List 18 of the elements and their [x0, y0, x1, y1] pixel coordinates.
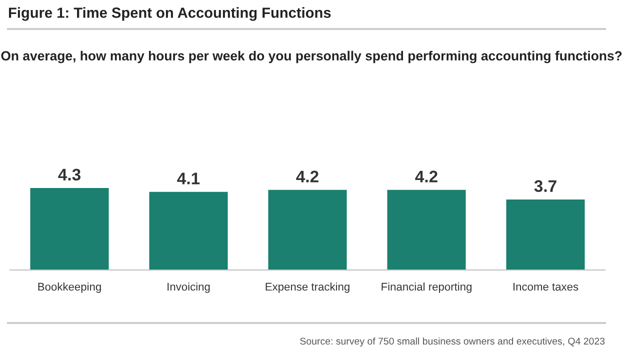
bar	[268, 190, 347, 270]
data-label: 3.7	[534, 180, 556, 192]
x-tick-label: Expense tracking	[266, 282, 350, 293]
chart-subtitle: On average, how many hours per week do you personally spend performing accounting functions?	[1, 50, 622, 64]
data-label: 4.2	[415, 170, 438, 182]
x-tick-label: Bookkeeping	[38, 282, 101, 293]
bar	[30, 188, 109, 270]
chart-title: Figure 1: Time Spent on Accounting Functions	[8, 7, 331, 21]
bar	[506, 199, 585, 270]
x-tick-label: Financial reporting	[382, 282, 472, 293]
data-label: 4.1	[177, 172, 200, 184]
data-label: 4.3	[58, 168, 80, 181]
source-note: Source: survey of 750 small business owners and executives, Q4 2023	[300, 337, 605, 347]
bar	[387, 190, 466, 270]
x-tick-label: Invoicing	[168, 282, 210, 293]
x-tick-label: Income taxes	[513, 282, 578, 291]
bar	[149, 192, 228, 270]
data-label: 4.2	[296, 170, 318, 182]
